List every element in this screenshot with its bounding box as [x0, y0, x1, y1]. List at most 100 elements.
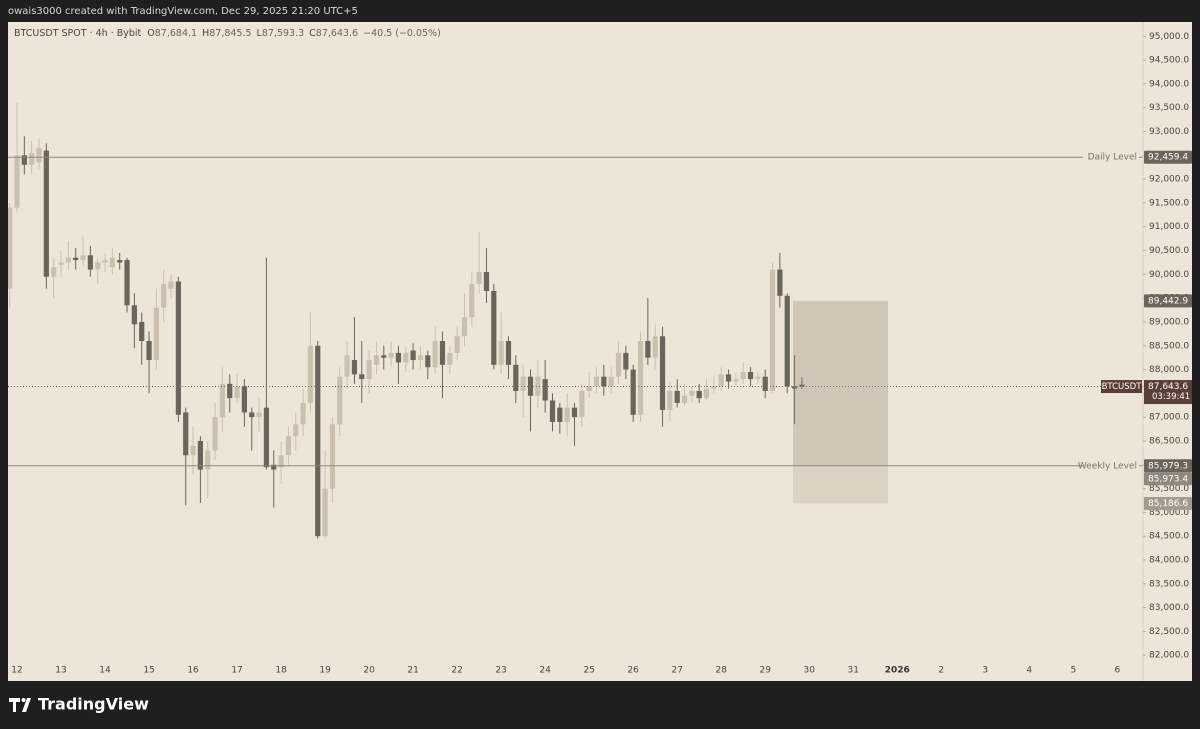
candle-body — [703, 388, 710, 399]
countdown: 03:39:41 — [1152, 392, 1190, 402]
candle-body — [747, 371, 754, 380]
y-tick-label: 93,500.0 — [1149, 103, 1189, 113]
candle-body — [322, 488, 328, 537]
x-tick-label: 18 — [275, 666, 287, 676]
candle-body — [153, 307, 159, 361]
x-tick-label: 20 — [363, 666, 375, 676]
candle-body — [645, 341, 651, 358]
candle-body — [696, 390, 702, 399]
candle-body — [469, 283, 475, 318]
candle-body — [278, 455, 284, 468]
y-tick-label: 89,000.0 — [1149, 317, 1189, 327]
candle-body — [762, 376, 768, 391]
candle-body — [520, 376, 526, 391]
ohlc-key: O — [147, 28, 154, 39]
y-tick-label: 93,000.0 — [1149, 127, 1189, 137]
x-tick-label: 5 — [1070, 666, 1076, 676]
candle-body — [65, 257, 71, 263]
candle-body — [256, 412, 262, 418]
last-price-box — [1144, 380, 1192, 405]
candle-body — [293, 424, 299, 437]
candle-body — [667, 390, 673, 411]
candle-body — [183, 412, 189, 456]
change: −40.5 (−0.05%) — [363, 28, 441, 39]
x-tick-label: 27 — [671, 666, 682, 676]
y-tick-label: 82,500.0 — [1149, 627, 1189, 637]
candle-body — [755, 376, 761, 380]
candle-body — [425, 355, 431, 368]
candle-body — [124, 260, 130, 306]
candle-body — [300, 402, 306, 425]
candle-body — [146, 341, 152, 361]
candle-body — [630, 369, 636, 415]
position-bottom-value: 85,186.6 — [1148, 499, 1188, 509]
candle-body — [769, 269, 776, 391]
candle-body — [359, 374, 365, 380]
candle-body — [285, 436, 292, 456]
x-tick-label: 21 — [407, 666, 418, 676]
candle-body — [593, 376, 600, 387]
candle-body — [102, 260, 108, 263]
x-tick-label: 2026 — [885, 666, 910, 676]
candle-body — [271, 464, 277, 470]
candle-body — [190, 445, 196, 456]
candle-body — [513, 364, 519, 391]
level-value-box — [1144, 150, 1192, 164]
candle-body — [73, 257, 79, 261]
candle-body — [95, 262, 101, 270]
candle-body — [205, 450, 211, 470]
level-name: Weekly Level — [1078, 461, 1137, 471]
candle-body — [29, 152, 35, 165]
candle-body — [241, 386, 248, 413]
footer-logo — [9, 698, 31, 712]
x-tick-label: 14 — [99, 666, 111, 676]
y-tick-label: 84,000.0 — [1149, 556, 1189, 566]
candle-body — [373, 355, 380, 365]
x-tick-label: 2 — [938, 666, 944, 676]
candle-body — [80, 255, 86, 261]
candle-body — [219, 383, 225, 418]
axes: 82,000.0 82,500.0 83,000.0 83,500.0 84,000.0… — [11, 22, 1192, 681]
candle-body — [43, 150, 49, 277]
y-tick-label: 84,500.0 — [1149, 532, 1189, 542]
candle-body — [212, 417, 218, 451]
ohlc-key: C — [309, 28, 316, 39]
candle-body — [601, 376, 607, 387]
y-tick-label: 91,500.0 — [1149, 198, 1189, 208]
y-tick-label: 88,000.0 — [1149, 365, 1189, 375]
level-name-bg — [1083, 460, 1139, 471]
x-tick-label: 12 — [11, 666, 22, 676]
y-tick-label: 88,500.0 — [1149, 341, 1189, 351]
candle-body — [388, 352, 394, 358]
candle-body — [351, 360, 358, 375]
x-tick-label: 25 — [583, 666, 594, 676]
candle-body — [586, 386, 592, 391]
candle-body — [14, 155, 20, 208]
y-tick-label: 86,500.0 — [1149, 436, 1189, 446]
x-tick-label: 4 — [1026, 666, 1032, 676]
candle-body — [674, 390, 680, 403]
candle-body — [791, 386, 798, 389]
candle-body — [491, 291, 497, 365]
candle-body — [505, 341, 512, 365]
x-tick-label: 13 — [55, 666, 66, 676]
x-tick-label: 22 — [451, 666, 462, 676]
candle-body — [36, 148, 42, 163]
candle-body — [542, 379, 548, 401]
x-tick-label: 28 — [715, 666, 727, 676]
candle-body — [461, 317, 468, 337]
brand: TradingView — [38, 695, 149, 714]
last-price-name-box — [1101, 380, 1142, 394]
position-top-value-box — [1144, 294, 1192, 308]
ohlc-key: H — [202, 28, 209, 39]
candle-body — [109, 257, 115, 268]
ohlc-value: 87,684.1 — [155, 28, 197, 39]
y-tick-label: 92,000.0 — [1149, 175, 1189, 185]
credit: owais3000 created with TradingView.com, … — [8, 6, 358, 17]
candle-body — [168, 281, 174, 289]
last-price-name: BTCUSDT — [1102, 382, 1143, 392]
candle-body — [784, 295, 790, 387]
candle-body — [197, 440, 203, 470]
candle-body — [564, 407, 570, 422]
plot — [8, 102, 1143, 539]
